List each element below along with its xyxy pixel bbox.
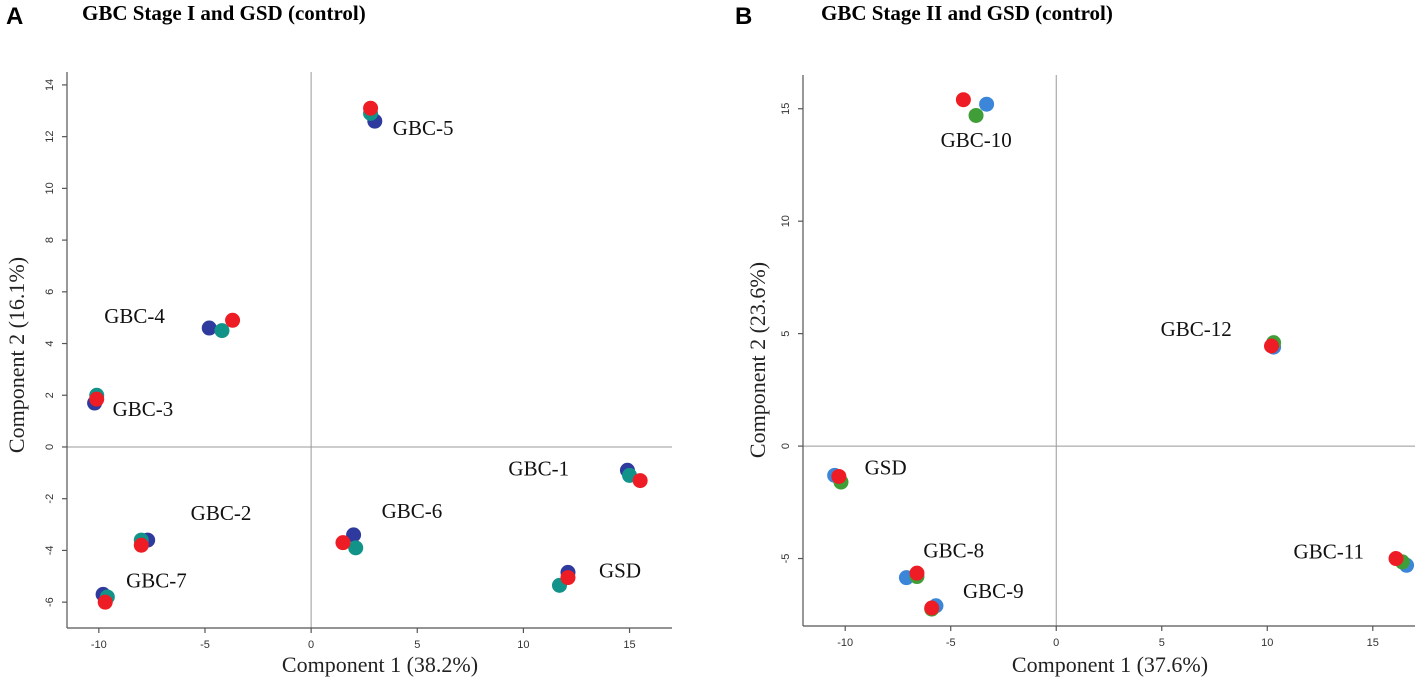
y-tick-label: 10 <box>780 215 792 227</box>
y-tick-label: 0 <box>44 444 56 450</box>
sample-group-gbc-6: GBC-6 <box>335 499 443 556</box>
sample-group-gsd: GSD <box>827 455 907 490</box>
data-point <box>632 473 648 489</box>
data-point <box>955 92 971 108</box>
x-axis-title: Component 1 (38.2%) <box>282 652 478 677</box>
data-point <box>1263 338 1279 354</box>
panel-letter: B <box>735 3 752 30</box>
data-point <box>979 96 995 112</box>
data-point <box>924 600 940 616</box>
data-point <box>560 570 576 586</box>
point-label: GBC-9 <box>963 579 1024 603</box>
x-tick-label: 15 <box>1367 637 1379 649</box>
sample-group-gbc-1: GBC-1 <box>508 456 648 489</box>
point-label: GBC-8 <box>923 539 984 563</box>
point-label: GBC-1 <box>508 456 569 480</box>
y-tick-label: -2 <box>44 494 56 504</box>
data-point <box>968 107 984 123</box>
panel-letter: A <box>6 3 23 30</box>
data-point <box>831 468 847 484</box>
x-axis-title: Component 1 (37.6%) <box>1012 652 1208 677</box>
y-tick-label: 8 <box>44 237 56 243</box>
point-label: GBC-2 <box>191 501 252 525</box>
y-axis-title: Component 2 (16.1%) <box>4 257 29 453</box>
data-point <box>909 565 925 581</box>
point-label: GSD <box>865 455 907 479</box>
sample-group-gsd: GSD <box>551 558 641 593</box>
y-tick-label: 12 <box>44 131 56 143</box>
x-tick-label: 5 <box>1159 637 1165 649</box>
x-tick-label: 0 <box>308 639 314 651</box>
y-tick-label: 10 <box>44 182 56 194</box>
y-tick-label: 5 <box>780 331 792 337</box>
data-point <box>214 323 230 339</box>
sample-group-gbc-10: GBC-10 <box>941 92 1012 152</box>
data-point <box>225 312 241 328</box>
data-point <box>363 100 379 116</box>
data-point <box>335 535 351 551</box>
point-label: GSD <box>599 558 641 582</box>
point-label: GBC-12 <box>1161 317 1232 341</box>
y-tick-label: -5 <box>780 554 792 564</box>
data-point <box>133 537 149 553</box>
point-label: GBC-7 <box>126 568 187 592</box>
sample-group-gbc-8: GBC-8 <box>898 539 984 586</box>
point-label: GBC-6 <box>382 499 443 523</box>
x-tick-label: 0 <box>1053 637 1059 649</box>
sample-group-gbc-5: GBC-5 <box>363 100 454 140</box>
x-tick-label: -10 <box>91 639 107 651</box>
sample-group-gbc-9: GBC-9 <box>924 579 1024 617</box>
y-tick-label: 0 <box>780 443 792 449</box>
data-point <box>1388 551 1404 567</box>
sample-group-gbc-4: GBC-4 <box>104 304 241 339</box>
y-tick-label: 6 <box>44 289 56 295</box>
y-tick-label: 2 <box>44 392 56 398</box>
x-tick-label: -5 <box>946 637 956 649</box>
panel-a: A GBC Stage I and GSD (control) -10 -5 0 5 10 1… <box>4 1 672 677</box>
data-point <box>89 391 105 407</box>
y-tick-label: 15 <box>780 103 792 115</box>
panel-title: GBC Stage II and GSD (control) <box>821 1 1113 25</box>
x-tick-label: -10 <box>837 637 853 649</box>
x-tick-label: 5 <box>414 639 420 651</box>
sample-group-gbc-11: GBC-11 <box>1294 539 1415 573</box>
sample-group-gbc-3: GBC-3 <box>87 387 174 421</box>
y-tick-label: -6 <box>44 597 56 607</box>
sample-group-gbc-12: GBC-12 <box>1161 317 1282 355</box>
y-tick-label: 14 <box>44 79 56 91</box>
x-tick-label: 15 <box>623 639 635 651</box>
y-tick-label: 4 <box>44 340 56 346</box>
panel-title: GBC Stage I and GSD (control) <box>82 1 366 25</box>
point-label: GBC-11 <box>1294 539 1364 563</box>
sample-group-gbc-2: GBC-2 <box>133 501 252 553</box>
y-axis-title: Component 2 (23.6%) <box>745 262 770 458</box>
x-tick-label: -5 <box>200 639 210 651</box>
x-tick-label: 10 <box>1261 637 1273 649</box>
point-label: GBC-10 <box>941 128 1012 152</box>
sample-group-gbc-7: GBC-7 <box>95 568 187 610</box>
point-label: GBC-5 <box>393 116 454 140</box>
data-point <box>97 594 113 610</box>
y-tick-label: -4 <box>44 546 56 556</box>
point-label: GBC-4 <box>104 304 165 328</box>
panel-b: B GBC Stage II and GSD (control) -10 -5 0 5 10… <box>735 1 1415 677</box>
data-point <box>201 320 217 336</box>
x-tick-label: 10 <box>517 639 529 651</box>
data-point <box>348 540 364 556</box>
data-point <box>346 527 362 543</box>
point-label: GBC-3 <box>113 397 174 421</box>
